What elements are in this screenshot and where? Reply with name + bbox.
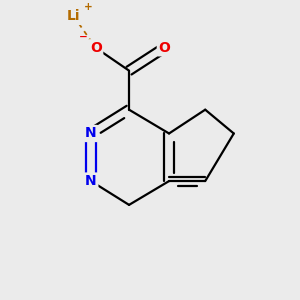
Text: N: N [85, 127, 97, 140]
Text: Li: Li [67, 9, 81, 23]
Text: O: O [90, 41, 102, 55]
Text: N: N [85, 174, 97, 188]
Text: −: − [79, 32, 88, 42]
Text: O: O [158, 41, 170, 55]
Text: +: + [84, 2, 92, 12]
